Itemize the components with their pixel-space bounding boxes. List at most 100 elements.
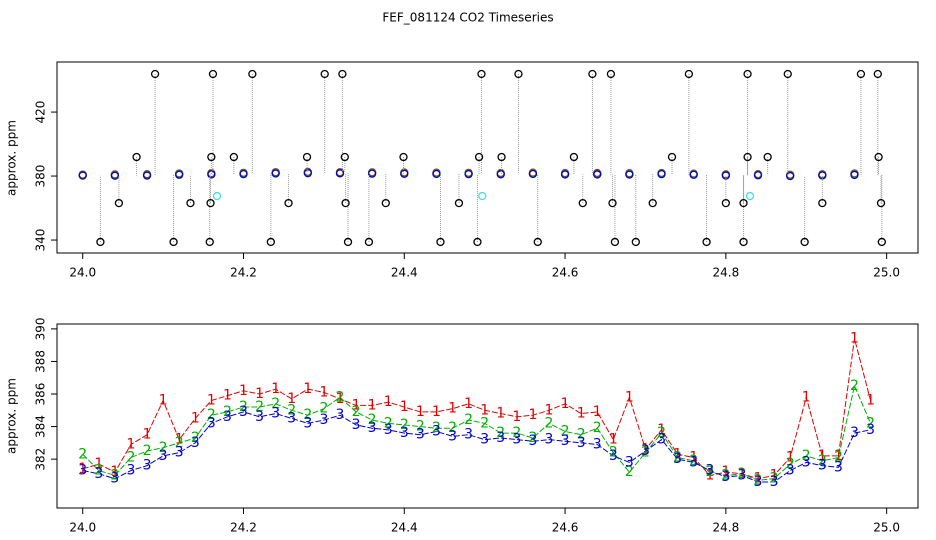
point-marker: 3: [689, 454, 698, 470]
point-marker: 2: [384, 415, 393, 431]
point-marker: 2: [464, 412, 473, 428]
point: [436, 237, 445, 247]
point: [114, 198, 124, 208]
point-marker: 1: [223, 388, 232, 404]
point: [248, 69, 257, 79]
point: [874, 152, 883, 162]
point: [239, 169, 248, 179]
point-marker: 1: [561, 396, 570, 412]
point: [743, 152, 752, 162]
point-marker: 3: [255, 409, 264, 425]
point-marker: 3: [802, 454, 811, 470]
point: [702, 237, 711, 247]
point-marker: 1: [384, 394, 393, 410]
point-marker: 1: [175, 432, 184, 448]
point: [786, 171, 795, 181]
plot-frame: [56, 61, 919, 254]
point-marker: 3: [866, 422, 875, 438]
point-marker: 2: [512, 425, 521, 441]
point-marker: 3: [287, 410, 296, 426]
point-marker: 2: [721, 467, 730, 483]
chart-title: FEF_081124 CO2 Timeseries: [382, 11, 553, 25]
point-marker: 3: [545, 432, 554, 448]
point: [533, 237, 542, 247]
point-marker: 3: [94, 466, 103, 482]
point-marker: 2: [834, 450, 843, 466]
point: [320, 69, 329, 79]
point: [608, 198, 617, 208]
point: [150, 69, 160, 79]
point-marker: 2: [271, 396, 280, 412]
point-marker: 1: [400, 399, 409, 415]
point-marker: 2: [126, 450, 135, 466]
point: [569, 152, 579, 162]
point-marker: 3: [609, 448, 618, 464]
point-marker: 1: [850, 331, 859, 347]
point-marker: 2: [577, 427, 586, 443]
point-marker: 3: [336, 407, 345, 423]
point: [474, 152, 484, 162]
y-tick-label: 390: [34, 317, 48, 340]
point-marker: 1: [528, 407, 537, 423]
point-marker: 1: [159, 393, 168, 409]
point-marker: 1: [352, 397, 361, 413]
point-marker: 1: [143, 427, 152, 443]
y-tick-label: 340: [34, 229, 48, 252]
y-tick-label: 420: [34, 101, 48, 124]
point: [207, 170, 216, 179]
point: [96, 237, 105, 247]
point-marker: 1: [239, 383, 248, 399]
point: [721, 198, 731, 208]
point-marker: 1: [625, 389, 634, 405]
point-marker: 1: [303, 381, 312, 397]
point: [432, 169, 441, 179]
point-marker: 1: [721, 464, 730, 480]
point: [873, 69, 882, 79]
point-marker: 1: [496, 406, 505, 422]
point: [745, 191, 755, 201]
point: [514, 69, 523, 79]
point-marker: 2: [818, 453, 827, 469]
point-marker: 3: [143, 458, 152, 474]
x-tick-label: 24.6: [552, 521, 579, 535]
point-marker: 1: [255, 386, 264, 402]
point-marker: 3: [577, 435, 586, 451]
point-marker: 2: [448, 420, 457, 436]
point-marker: 1: [126, 436, 135, 452]
y-tick-label: 388: [34, 350, 48, 373]
point: [454, 198, 464, 208]
point-marker: 1: [754, 471, 763, 487]
point-marker: 2: [255, 399, 264, 415]
point-marker: 2: [850, 378, 859, 394]
point-marker: 2: [641, 445, 650, 461]
point: [207, 152, 216, 162]
point: [142, 171, 152, 180]
point: [560, 170, 570, 179]
point-marker: 2: [94, 463, 103, 479]
point: [132, 152, 141, 162]
point: [631, 237, 640, 247]
point: [205, 237, 214, 247]
point-marker: 3: [448, 428, 457, 444]
series-line: [82, 384, 872, 481]
point-marker: 1: [368, 397, 377, 413]
point: [78, 171, 87, 180]
point-marker: 2: [786, 456, 795, 472]
point-marker: 1: [705, 467, 714, 483]
point-marker: 1: [480, 402, 489, 418]
point-marker: 3: [384, 422, 393, 438]
point-marker: 1: [737, 466, 746, 482]
point-marker: 2: [416, 419, 425, 435]
point-marker: 3: [464, 427, 473, 443]
point-marker: 2: [175, 435, 184, 451]
point-marker: 2: [689, 453, 698, 469]
series-line: [82, 338, 872, 480]
y-axis-label: approx. ppm: [5, 120, 19, 196]
point: [364, 237, 374, 247]
point: [689, 170, 698, 179]
point: [473, 237, 482, 247]
point-marker: 1: [770, 467, 779, 483]
x-tick-label: 24.6: [552, 266, 579, 280]
point: [876, 198, 886, 208]
point-marker: 3: [432, 423, 441, 439]
